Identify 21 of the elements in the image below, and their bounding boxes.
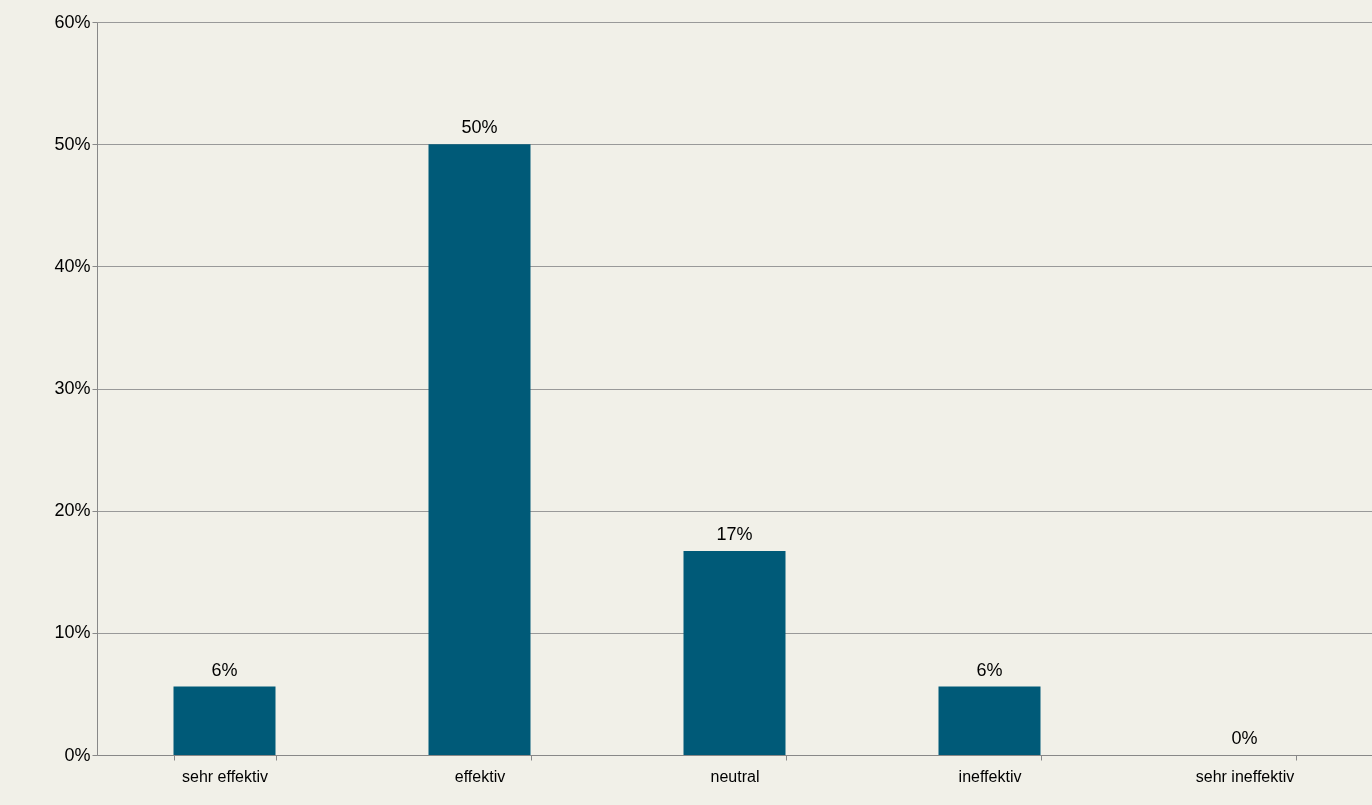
x-tick-label: sehr effektiv [182,767,268,785]
bar [683,550,786,755]
y-tick-label: 40% [54,255,91,276]
data-label: 17% [716,523,753,544]
y-tick-label: 0% [64,744,91,765]
x-tick-label: ineffektiv [958,767,1022,785]
data-label: 6% [976,659,1003,680]
bar [938,686,1041,755]
y-tick-label: 10% [54,622,91,643]
x-tick-label: effektiv [454,767,506,785]
y-tick-label: 30% [54,378,91,398]
data-label: 50% [461,117,498,138]
data-label: 6% [211,659,238,680]
bar [428,144,531,755]
y-tick-label: 50% [54,133,91,154]
x-tick-label: sehr ineffektiv [1195,767,1295,785]
y-tick-label: 20% [54,500,91,521]
x-tick-label: neutral [710,767,760,785]
data-label: 0% [1231,728,1258,748]
bar [173,686,276,755]
y-tick-label: 60% [54,11,91,32]
